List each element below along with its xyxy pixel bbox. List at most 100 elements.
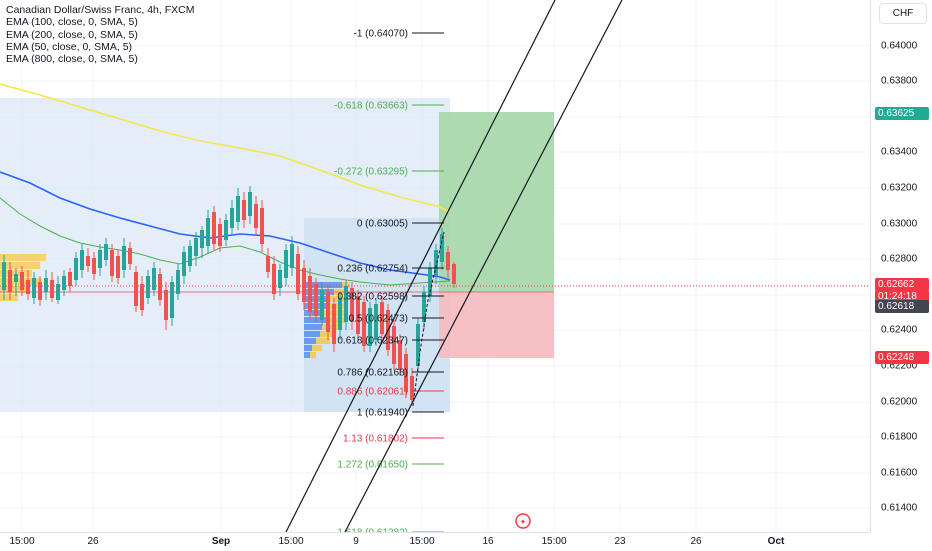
ema-legend-item[interactable]: EMA (100, close, 0, SMA, 5)	[6, 16, 138, 29]
price-tick-label: 0.63000	[881, 218, 918, 230]
channel-line-upper	[285, 0, 556, 532]
candle-body	[290, 244, 294, 268]
candle-body	[416, 324, 420, 366]
price-axis[interactable]: CHF 0.640000.638000.636000.634000.632000…	[870, 0, 932, 532]
price-chart[interactable]: -1 (0.64070) -0.618 (0.63663) -0.272 (0.63…	[0, 0, 870, 532]
candle-body	[434, 250, 438, 276]
candle-body	[56, 284, 60, 300]
candle-body	[326, 292, 330, 332]
time-tick-label: 15:00	[541, 536, 567, 547]
candle-body	[74, 258, 78, 280]
candle-body	[152, 268, 156, 290]
candle-body	[44, 278, 48, 292]
candle-body	[122, 246, 126, 270]
time-tick-label: 9	[353, 536, 359, 547]
price-tick-label: 0.62400	[881, 324, 918, 336]
price-tick-label: 0.63400	[881, 146, 918, 158]
fib-levels: -1 (0.64070) -0.618 (0.63663) -0.272 (0.63…	[334, 29, 444, 533]
time-tick-label: 26	[87, 536, 99, 547]
volume-bar	[326, 303, 348, 309]
volume-bar	[316, 338, 330, 344]
candle-body	[68, 272, 72, 286]
candle-body	[428, 268, 432, 296]
ema-legend-item[interactable]: EMA (50, close, 0, SMA, 5)	[6, 40, 133, 53]
volume-bar	[304, 317, 326, 323]
stop-price-badge: 0.62248	[875, 351, 929, 364]
price-tick-label: 0.62200	[881, 360, 918, 372]
svg-text:✦: ✦	[520, 518, 527, 527]
time-tick-label: Sep	[211, 536, 231, 547]
countdown-badge: 01:24:18	[875, 290, 929, 303]
price-tick-label: 0.63800	[881, 75, 918, 87]
chart-area[interactable]: -1 (0.64070) -0.618 (0.63663) -0.272 (0.63…	[0, 0, 870, 532]
economic-event-icon[interactable]: ✦	[515, 513, 531, 529]
time-tick-label: 15:00	[9, 536, 35, 547]
time-tick-label: 26	[690, 536, 702, 547]
volume-bar	[320, 331, 332, 337]
candle-body	[422, 292, 426, 322]
candle-body	[206, 218, 210, 246]
candle-body	[134, 272, 138, 306]
candle-body	[14, 274, 18, 282]
price-tick-label: 0.61600	[881, 467, 918, 479]
candle-body	[38, 282, 42, 300]
candle-body	[236, 196, 240, 222]
candle-body	[248, 192, 252, 216]
target-price-badge: 0.63625	[875, 107, 929, 120]
volume-bar	[304, 324, 322, 330]
candle-body	[356, 296, 360, 334]
symbol-title[interactable]: Canadian Dollar/Swiss Franc, 4h, FXCM	[6, 4, 195, 16]
volume-bar	[0, 262, 40, 269]
time-tick-label: 15:00	[278, 536, 304, 547]
fib-level-label: 1 (0.61940)	[357, 408, 408, 419]
candle-body	[50, 280, 54, 298]
candle-body	[26, 280, 30, 294]
time-tick-label: 15:00	[409, 536, 435, 547]
fib-level-label: -1 (0.64070)	[354, 29, 408, 40]
price-tick-label: 0.61400	[881, 502, 918, 514]
candle-body	[278, 270, 282, 288]
candle-body	[170, 282, 174, 318]
volume-bar	[304, 338, 316, 344]
volume-bar	[304, 352, 310, 358]
volume-bar	[304, 331, 320, 337]
time-tick-label: 23	[614, 536, 626, 547]
time-tick-label: 16	[482, 536, 494, 547]
volume-bar	[0, 286, 28, 293]
candle-body	[272, 264, 276, 294]
volume-bar	[304, 282, 342, 288]
candle-body	[302, 268, 306, 302]
candle-body	[362, 302, 366, 346]
candle-body	[404, 354, 408, 392]
currency-button[interactable]: CHF	[879, 3, 927, 24]
candle-body	[218, 224, 222, 246]
candle-body	[104, 244, 108, 260]
time-axis[interactable]: 15:00 26 Sep 15:00 9 15:00 16 15:00 23 26 Oct	[0, 532, 870, 551]
candle-body	[254, 204, 258, 228]
fib-level-label: 0.886 (0.62061)	[337, 387, 408, 398]
price-tick-label: 0.64000	[881, 40, 918, 52]
ema-100-line	[0, 197, 451, 286]
fib-level-label: 1.618 (0.61282)	[337, 528, 408, 533]
ema-legend-item[interactable]: EMA (200, close, 0, SMA, 5)	[6, 28, 138, 41]
price-tick-label: 0.62000	[881, 396, 918, 408]
price-tick-label: 0.61800	[881, 431, 918, 443]
candle-body	[344, 286, 348, 322]
candle-body	[374, 304, 378, 340]
ema-legend-item[interactable]: EMA (800, close, 0, SMA, 5)	[6, 53, 138, 66]
candle-body	[392, 326, 396, 364]
candle-body	[62, 276, 66, 290]
fib-level-label: -0.272 (0.63295)	[334, 167, 408, 178]
candle-body	[110, 250, 114, 276]
volume-bar	[304, 345, 312, 351]
candle-body	[194, 238, 198, 256]
candle-body	[260, 208, 264, 244]
candle-body	[224, 220, 228, 240]
candle-body	[116, 256, 120, 278]
volume-bar	[310, 352, 316, 358]
candle-body	[32, 278, 36, 298]
profit-zone	[439, 112, 554, 292]
candle-body	[242, 200, 246, 220]
candle-body	[80, 250, 84, 270]
candle-body	[2, 262, 6, 290]
